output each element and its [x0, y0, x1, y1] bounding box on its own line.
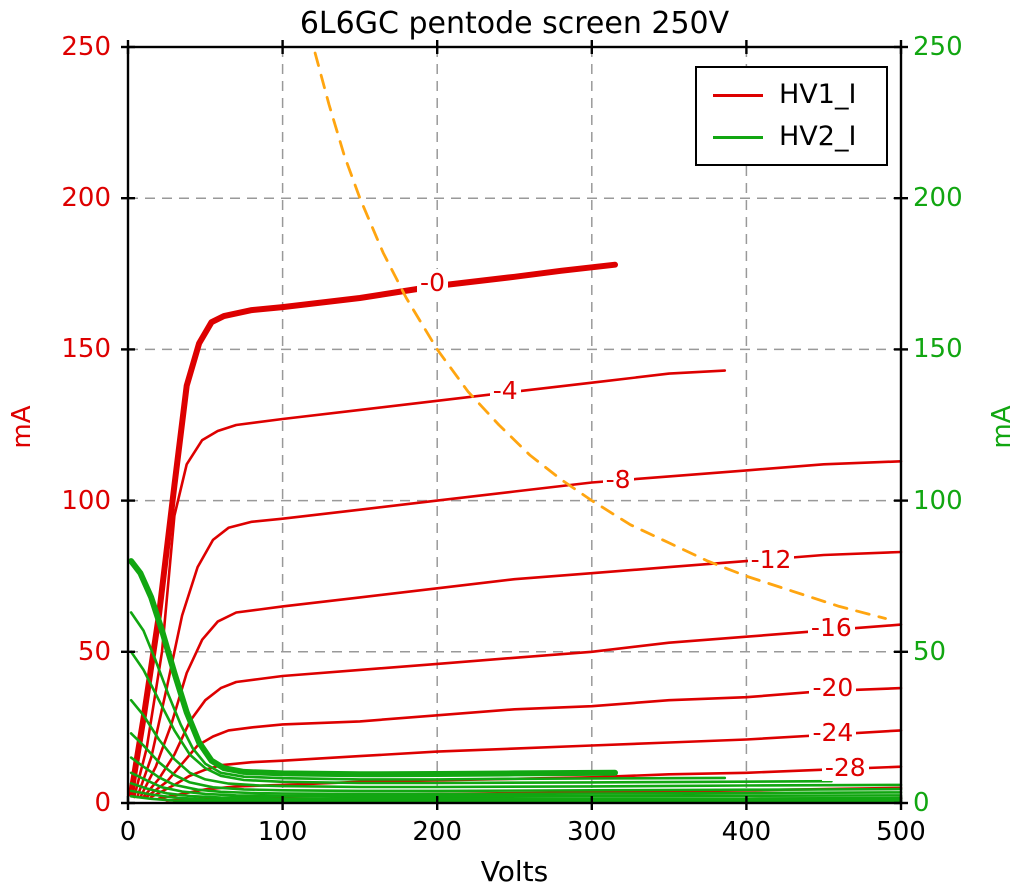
- y-left-tick-label: 150: [61, 334, 111, 365]
- x-tick-label: 0: [119, 817, 137, 847]
- legend-label: HV1_I: [779, 79, 857, 110]
- plot-frame: [126, 45, 903, 805]
- y-right-tick-label: 250: [913, 32, 963, 62]
- curve-hv2_i-vg--12: [129, 698, 903, 789]
- curve-hv1_i-vg--0: [128, 261, 618, 797]
- x-tick-label: 500: [876, 817, 926, 847]
- curve-hv2_i-vg--16: [129, 732, 903, 793]
- curve-label--24: -24: [809, 719, 857, 747]
- curve-label--0: -0: [417, 269, 448, 297]
- x-tick-label: 400: [721, 817, 772, 847]
- x-tick-label: 300: [566, 817, 617, 847]
- curve-hv2_i-vg--0: [128, 558, 618, 778]
- curve-hv1_i-vg--4: [132, 369, 727, 799]
- y-axis-label-right: mA: [987, 405, 1017, 449]
- curve-hv2_i-vg--24: [129, 771, 903, 798]
- y-left-tick-label: 200: [61, 183, 111, 214]
- y-right-tick-label: 0: [913, 788, 930, 818]
- y-right-tick-label: 150: [913, 334, 963, 365]
- legend-line-sample: [713, 135, 763, 139]
- curve-hv1_i-vg--12: [139, 550, 903, 799]
- legend-item-hv2_i: HV2_I: [697, 122, 886, 152]
- legend-label: HV2_I: [779, 121, 857, 152]
- curve-label--20: -20: [809, 673, 857, 701]
- y-right-tick-label: 200: [913, 183, 963, 214]
- curve-label--8: -8: [602, 465, 634, 493]
- y-right-tick-label: 100: [913, 485, 963, 516]
- legend-item-hv1_i: HV1_I: [697, 80, 886, 110]
- y-left-tick-label: 0: [94, 788, 111, 818]
- y-left-tick-label: 50: [77, 636, 111, 667]
- curve-dissipation-limit: [313, 51, 887, 620]
- curve-label--16: -16: [807, 614, 855, 642]
- legend: HV1_I HV2_I: [695, 66, 888, 166]
- x-tick-label: 200: [412, 817, 462, 847]
- chart-title: 6L6GC pentode screen 250V: [299, 6, 730, 41]
- y-right-tick-label: 50: [913, 636, 947, 667]
- y-axis-label-left: mA: [7, 405, 37, 449]
- legend-line-sample: [713, 93, 763, 97]
- y-left-tick-label: 100: [61, 485, 111, 516]
- curve-hv2_i-vg--4: [129, 611, 727, 781]
- y-left-tick-label: 250: [61, 32, 111, 62]
- x-tick-label: 100: [257, 817, 308, 847]
- curve-hv2_i-vg--20: [129, 756, 903, 796]
- x-axis-label: Volts: [480, 855, 549, 888]
- curve-label--4: -4: [489, 376, 521, 404]
- curve-label--28: -28: [821, 753, 869, 781]
- curve-label--12: -12: [747, 546, 795, 574]
- curve-hv2_i-vg--8: [129, 650, 833, 785]
- curve-hv1_i-vg--8: [136, 459, 903, 799]
